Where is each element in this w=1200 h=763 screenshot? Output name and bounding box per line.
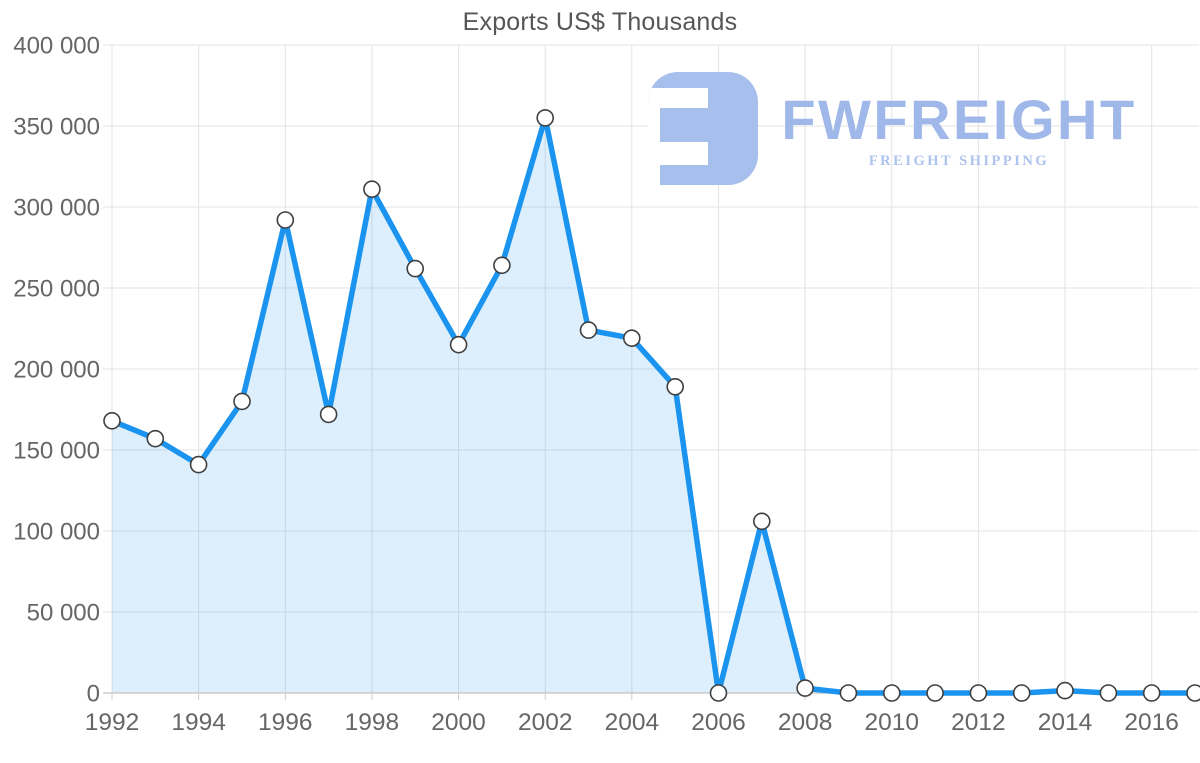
y-axis-tick-label: 50 000 [27, 600, 100, 627]
logo-icon-notch [648, 108, 660, 185]
data-point-marker[interactable] [536, 109, 555, 127]
x-axis-tick-label: 2016 [1124, 709, 1179, 736]
data-point-marker[interactable] [839, 684, 858, 702]
data-point-marker[interactable] [406, 259, 425, 278]
data-point-marker[interactable] [752, 512, 771, 531]
data-point-marker[interactable] [969, 684, 988, 702]
data-point-marker[interactable] [926, 684, 944, 702]
data-point-marker[interactable] [1142, 684, 1161, 702]
data-point-marker[interactable] [709, 684, 728, 702]
data-point-marker[interactable] [319, 405, 338, 424]
y-axis-tick-label: 250 000 [13, 276, 100, 303]
x-axis-tick-label: 2006 [691, 709, 746, 736]
data-point-marker[interactable] [233, 392, 251, 411]
data-point-marker[interactable] [666, 377, 685, 396]
y-axis-tick-label: 200 000 [13, 357, 100, 384]
x-axis-tick-label: 2014 [1038, 709, 1093, 736]
logo-wordmark: FWFREIGHT [781, 88, 1137, 151]
x-axis-tick-label: 2004 [605, 709, 660, 736]
x-axis-tick-label: 1994 [171, 709, 226, 736]
y-axis-tick-label: 100 000 [13, 519, 100, 546]
series-area-fill [112, 117, 1195, 693]
logo-text-block: FWFREIGHT FREIGHT SHIPPING [775, 88, 1143, 170]
x-axis-tick-label: 2008 [778, 709, 833, 736]
x-axis-tick-label: 2012 [951, 709, 1006, 736]
fwfreight-logo-icon [648, 72, 758, 185]
logo-tagline: FREIGHT SHIPPING [868, 153, 1050, 169]
data-point-marker[interactable] [189, 455, 208, 474]
data-point-marker[interactable] [1186, 684, 1200, 702]
data-point-marker[interactable] [1099, 684, 1118, 702]
x-axis-tick-label: 1992 [85, 709, 140, 736]
data-point-marker[interactable] [1012, 684, 1031, 702]
data-point-marker[interactable] [622, 329, 641, 348]
y-axis-tick-label: 150 000 [13, 438, 100, 465]
x-axis-tick-label: 2002 [518, 709, 573, 736]
y-axis-tick-label: 350 000 [13, 114, 100, 141]
data-point-marker[interactable] [146, 429, 165, 448]
data-point-marker[interactable] [493, 256, 511, 275]
data-point-marker[interactable] [363, 180, 381, 198]
y-axis-tick-label: 400 000 [13, 33, 100, 60]
x-axis-tick-label: 2000 [431, 709, 486, 736]
data-point-marker[interactable] [276, 211, 295, 229]
logo-icon-notch [660, 142, 708, 165]
x-axis-tick-label: 1996 [258, 709, 313, 736]
data-point-marker[interactable] [449, 335, 468, 354]
data-point-marker[interactable] [1056, 681, 1074, 700]
y-axis-tick-label: 300 000 [13, 195, 100, 222]
x-axis-tick-label: 1998 [345, 709, 400, 736]
fwfreight-logo: FWFREIGHT FREIGHT SHIPPING [648, 72, 1148, 185]
chart-title: Exports US$ Thousands [462, 8, 738, 36]
data-point-marker[interactable] [882, 684, 901, 702]
data-point-marker[interactable] [579, 321, 598, 339]
x-axis-tick-label: 2010 [865, 709, 920, 736]
data-point-marker[interactable] [103, 411, 121, 430]
y-axis-tick-label: 0 [87, 681, 100, 708]
logo-icon-notch [648, 88, 708, 108]
data-point-marker[interactable] [796, 679, 814, 697]
